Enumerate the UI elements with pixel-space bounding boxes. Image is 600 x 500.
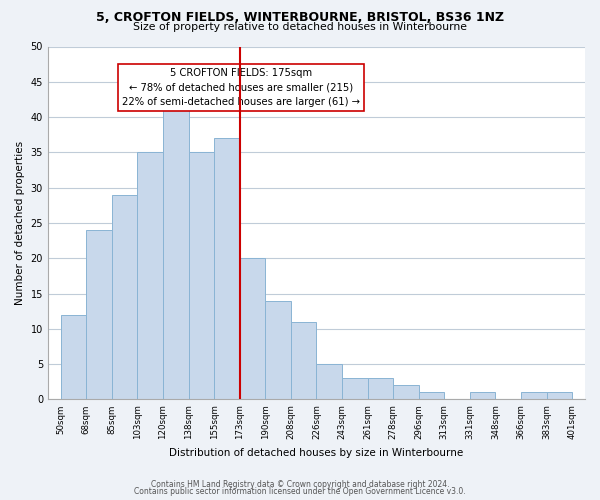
Bar <box>470 392 496 400</box>
Bar <box>368 378 393 400</box>
Text: Contains public sector information licensed under the Open Government Licence v3: Contains public sector information licen… <box>134 487 466 496</box>
Text: Contains HM Land Registry data © Crown copyright and database right 2024.: Contains HM Land Registry data © Crown c… <box>151 480 449 489</box>
Y-axis label: Number of detached properties: Number of detached properties <box>15 141 25 305</box>
Bar <box>316 364 342 400</box>
Bar <box>240 258 265 400</box>
Bar <box>137 152 163 400</box>
Bar <box>86 230 112 400</box>
Bar <box>393 386 419 400</box>
Text: Size of property relative to detached houses in Winterbourne: Size of property relative to detached ho… <box>133 22 467 32</box>
Text: 5, CROFTON FIELDS, WINTERBOURNE, BRISTOL, BS36 1NZ: 5, CROFTON FIELDS, WINTERBOURNE, BRISTOL… <box>96 11 504 24</box>
Text: 5 CROFTON FIELDS: 175sqm
← 78% of detached houses are smaller (215)
22% of semi-: 5 CROFTON FIELDS: 175sqm ← 78% of detach… <box>122 68 360 108</box>
Bar <box>547 392 572 400</box>
Bar <box>214 138 240 400</box>
Bar <box>265 300 291 400</box>
Bar <box>163 103 188 400</box>
Bar <box>112 194 137 400</box>
Bar <box>188 152 214 400</box>
X-axis label: Distribution of detached houses by size in Winterbourne: Distribution of detached houses by size … <box>169 448 464 458</box>
Bar <box>521 392 547 400</box>
Bar <box>342 378 368 400</box>
Bar <box>291 322 316 400</box>
Bar <box>61 314 86 400</box>
Bar <box>419 392 445 400</box>
